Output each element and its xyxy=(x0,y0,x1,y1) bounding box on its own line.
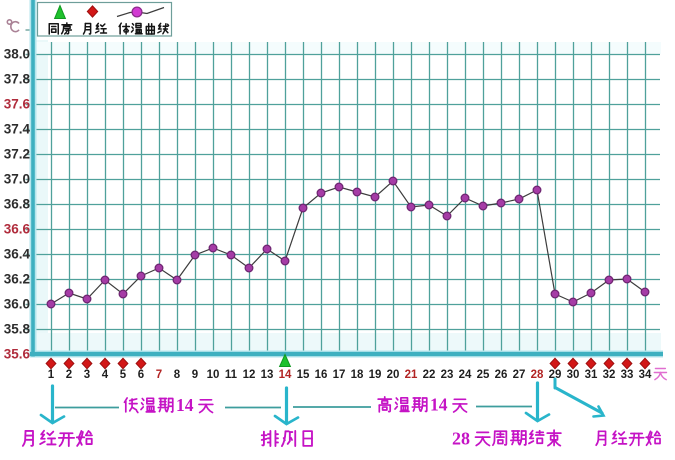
svg-text:37.0: 37.0 xyxy=(4,172,30,187)
svg-text:5: 5 xyxy=(120,369,127,381)
svg-text:6: 6 xyxy=(138,369,144,381)
svg-text:37.2: 37.2 xyxy=(4,147,30,162)
svg-text:31: 31 xyxy=(585,369,598,381)
svg-text:27: 27 xyxy=(513,369,526,381)
svg-text:37.4: 37.4 xyxy=(4,122,31,137)
svg-text:29: 29 xyxy=(549,369,562,381)
svg-text:35.6: 35.6 xyxy=(4,347,31,362)
svg-text:9: 9 xyxy=(192,369,198,381)
svg-text:10: 10 xyxy=(207,369,220,381)
svg-text:26: 26 xyxy=(495,369,508,381)
svg-text:36.8: 36.8 xyxy=(4,197,31,212)
svg-text:34: 34 xyxy=(639,369,652,381)
svg-text:36.0: 36.0 xyxy=(4,297,30,312)
svg-text:4: 4 xyxy=(102,369,109,381)
svg-text:14: 14 xyxy=(279,369,292,381)
svg-text:15: 15 xyxy=(297,369,310,381)
svg-text:18: 18 xyxy=(351,369,364,381)
svg-text:37.8: 37.8 xyxy=(4,72,31,87)
svg-text:28: 28 xyxy=(452,429,470,449)
svg-text:2: 2 xyxy=(66,369,72,381)
svg-text:11: 11 xyxy=(225,369,238,381)
svg-text:24: 24 xyxy=(459,369,472,381)
svg-text:38.0: 38.0 xyxy=(4,47,30,62)
svg-text:20: 20 xyxy=(387,369,400,381)
svg-text:23: 23 xyxy=(441,369,454,381)
svg-text:13: 13 xyxy=(261,369,274,381)
svg-text:25: 25 xyxy=(477,369,490,381)
svg-text:33: 33 xyxy=(621,369,634,381)
svg-text:37.6: 37.6 xyxy=(4,97,31,112)
svg-text:35.8: 35.8 xyxy=(4,322,31,337)
svg-text:36.6: 36.6 xyxy=(4,222,31,237)
svg-text:7: 7 xyxy=(156,369,162,381)
svg-text:36.2: 36.2 xyxy=(4,272,30,287)
svg-text:19: 19 xyxy=(369,369,382,381)
svg-text:3: 3 xyxy=(84,369,90,381)
svg-text:8: 8 xyxy=(174,369,181,381)
svg-text:22: 22 xyxy=(423,369,436,381)
svg-text:14: 14 xyxy=(430,395,448,415)
svg-text:36.4: 36.4 xyxy=(4,247,31,262)
svg-text:21: 21 xyxy=(405,369,418,381)
svg-text:14: 14 xyxy=(176,395,194,415)
svg-text:30: 30 xyxy=(567,369,580,381)
svg-text:28: 28 xyxy=(531,369,544,381)
svg-text:1: 1 xyxy=(48,369,55,381)
svg-text:12: 12 xyxy=(243,369,256,381)
svg-text:16: 16 xyxy=(315,369,328,381)
svg-text:17: 17 xyxy=(333,369,346,381)
svg-text:32: 32 xyxy=(603,369,616,381)
